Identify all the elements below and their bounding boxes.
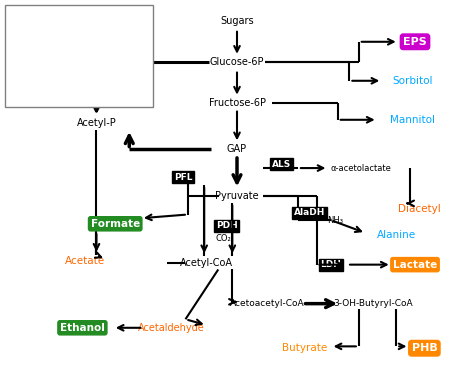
Text: PFL: PFL [174, 173, 192, 182]
Text: ALS: ALS [272, 160, 291, 169]
Text: PDH: PDH [216, 221, 237, 230]
Text: Acetoacetyl-CoA: Acetoacetyl-CoA [230, 299, 305, 308]
Text: Ethanol: Ethanol [60, 323, 105, 333]
Text: Building block/plastic polymer: Building block/plastic polymer [10, 93, 126, 103]
Text: Formate: Formate [91, 219, 140, 229]
FancyBboxPatch shape [5, 5, 153, 107]
Text: CO₂: CO₂ [215, 234, 231, 243]
Text: Acetaldehyde: Acetaldehyde [138, 323, 205, 333]
Text: EPS: EPS [403, 37, 427, 47]
Text: α-acetolactate: α-acetolactate [331, 164, 392, 173]
Text: NH₃: NH₃ [328, 216, 343, 225]
Text: AlaDH: AlaDH [294, 208, 325, 217]
Text: PHB: PHB [411, 343, 437, 353]
Text: Pyruvate: Pyruvate [215, 191, 259, 201]
Text: Fructose-6P: Fructose-6P [209, 98, 265, 108]
Text: Acetate: Acetate [64, 256, 105, 266]
Text: Food aromas: Food aromas [10, 25, 60, 34]
Text: LDH: LDH [320, 260, 341, 269]
Text: Acetyl-P: Acetyl-P [77, 118, 116, 129]
Text: Sweeteners: Sweeteners [10, 42, 55, 51]
Text: Sugars: Sugars [220, 16, 254, 26]
Text: Alanine: Alanine [377, 230, 416, 240]
Text: Mannitol: Mannitol [390, 115, 435, 125]
Text: Thickeners/prebiotics: Thickeners/prebiotics [10, 59, 92, 68]
Text: GAP: GAP [227, 144, 247, 155]
Text: Sorbitol: Sorbitol [392, 76, 433, 86]
Text: 3-OH-Butyryl-CoA: 3-OH-Butyryl-CoA [333, 299, 413, 308]
Text: Lactate: Lactate [393, 260, 437, 270]
Text: Acetyl-CoA: Acetyl-CoA [180, 258, 233, 268]
Text: Color key: Color key [53, 10, 105, 20]
Text: Diacetyl: Diacetyl [398, 204, 441, 214]
Text: Biofuel/biofuel precursor: Biofuel/biofuel precursor [10, 76, 105, 85]
Text: Butyrate: Butyrate [283, 343, 328, 353]
Text: Glucose-6P: Glucose-6P [210, 57, 264, 67]
